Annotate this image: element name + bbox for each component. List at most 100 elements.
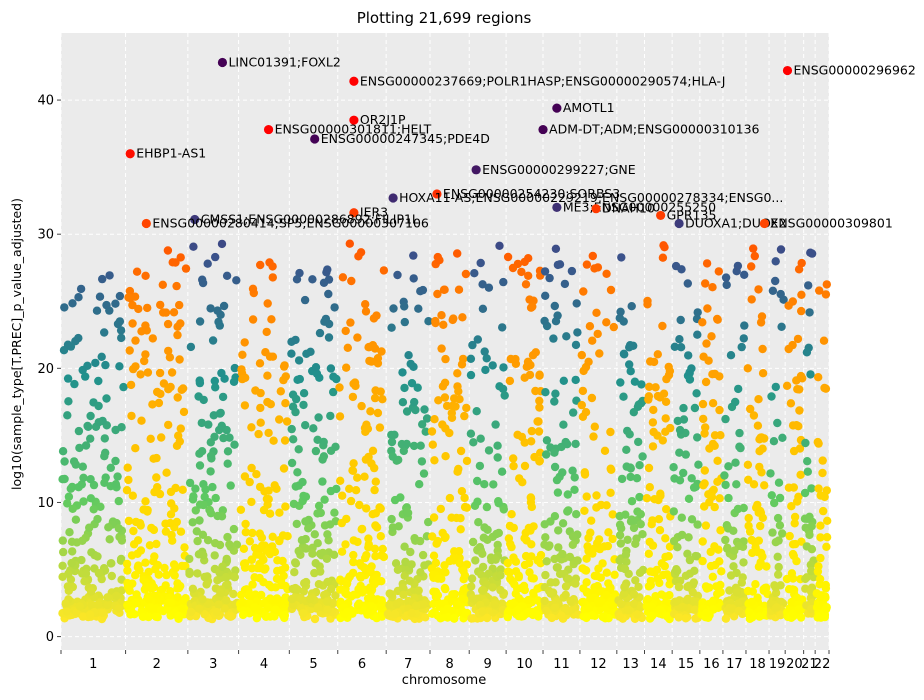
- data-point: [117, 333, 126, 343]
- data-point: [559, 420, 568, 429]
- data-point: [385, 589, 394, 598]
- data-point: [626, 367, 635, 376]
- data-point: [581, 566, 591, 575]
- data-point: [478, 562, 488, 572]
- data-point: [625, 341, 635, 350]
- data-point: [367, 593, 376, 602]
- data-point: [195, 604, 204, 613]
- data-point: [371, 477, 380, 486]
- data-point: [217, 368, 226, 378]
- data-point: [170, 571, 179, 580]
- data-point: [550, 462, 560, 472]
- data-point: [770, 498, 779, 508]
- data-point: [596, 573, 605, 582]
- x-axis-label: chromosome: [402, 673, 486, 688]
- data-point: [117, 423, 126, 432]
- data-point: [778, 433, 787, 442]
- data-point: [70, 379, 79, 389]
- data-point: [310, 614, 320, 624]
- data-point: [94, 600, 103, 609]
- labeled-point: [471, 165, 481, 175]
- data-point: [457, 360, 467, 369]
- data-point: [437, 574, 446, 583]
- data-point: [173, 322, 182, 331]
- data-point: [579, 287, 588, 296]
- data-point: [615, 531, 625, 540]
- data-point: [181, 561, 190, 571]
- data-point: [355, 571, 365, 581]
- data-point: [709, 485, 718, 494]
- data-point: [758, 344, 767, 354]
- data-point: [194, 550, 204, 559]
- data-point: [517, 432, 527, 442]
- data-point: [351, 486, 361, 495]
- data-point: [275, 508, 284, 517]
- data-point: [450, 547, 459, 556]
- data-point: [294, 356, 304, 365]
- data-point: [806, 560, 815, 569]
- data-point: [206, 451, 216, 461]
- data-point: [579, 584, 588, 593]
- data-point: [164, 346, 173, 356]
- data-point: [63, 374, 73, 383]
- data-point: [439, 320, 448, 329]
- y-axis-label: log10(sample_type[T.PREC]_p_value_adjust…: [9, 198, 24, 490]
- data-point: [433, 289, 442, 299]
- data-point: [681, 614, 690, 623]
- data-point: [279, 611, 288, 620]
- data-point: [669, 536, 679, 546]
- data-point: [593, 329, 602, 339]
- data-point: [141, 350, 150, 359]
- data-point: [171, 483, 180, 493]
- data-point: [622, 445, 631, 454]
- data-point: [148, 400, 157, 409]
- data-point: [349, 536, 358, 545]
- data-point: [292, 519, 301, 529]
- data-point: [503, 252, 513, 262]
- data-point: [441, 354, 450, 364]
- data-point: [387, 437, 397, 447]
- data-point: [542, 436, 552, 445]
- data-point: [802, 542, 811, 551]
- data-point: [178, 485, 187, 494]
- data-point: [222, 554, 231, 564]
- data-point: [203, 259, 212, 268]
- data-point: [701, 521, 711, 530]
- data-point: [685, 375, 695, 384]
- data-point: [521, 551, 531, 561]
- data-point: [683, 549, 692, 558]
- data-point: [355, 500, 364, 510]
- data-point: [713, 589, 722, 599]
- data-point: [293, 468, 302, 477]
- data-point: [546, 589, 556, 598]
- data-point: [354, 599, 364, 608]
- data-point: [100, 478, 109, 487]
- data-point: [250, 573, 259, 582]
- data-point: [219, 433, 228, 443]
- x-tick-label: 2: [153, 657, 161, 672]
- data-point: [409, 441, 419, 451]
- data-point: [407, 608, 416, 618]
- data-point: [160, 563, 169, 573]
- data-point: [647, 611, 657, 621]
- data-point: [218, 392, 228, 402]
- point-label: ME3;ENSG00000255250: [563, 199, 716, 214]
- data-point: [572, 510, 581, 519]
- data-point: [571, 579, 580, 588]
- data-point: [505, 376, 515, 386]
- data-point: [515, 474, 524, 483]
- data-point: [318, 548, 328, 558]
- data-point: [141, 558, 150, 567]
- data-point: [379, 266, 389, 275]
- data-point: [94, 418, 103, 427]
- data-point: [690, 403, 700, 413]
- data-point: [58, 536, 67, 545]
- data-point: [123, 463, 132, 472]
- data-point: [457, 487, 467, 496]
- data-point: [735, 428, 744, 438]
- data-point: [177, 385, 186, 394]
- data-point: [193, 569, 202, 578]
- data-point: [322, 554, 332, 563]
- data-point: [749, 480, 759, 489]
- data-point: [814, 484, 823, 493]
